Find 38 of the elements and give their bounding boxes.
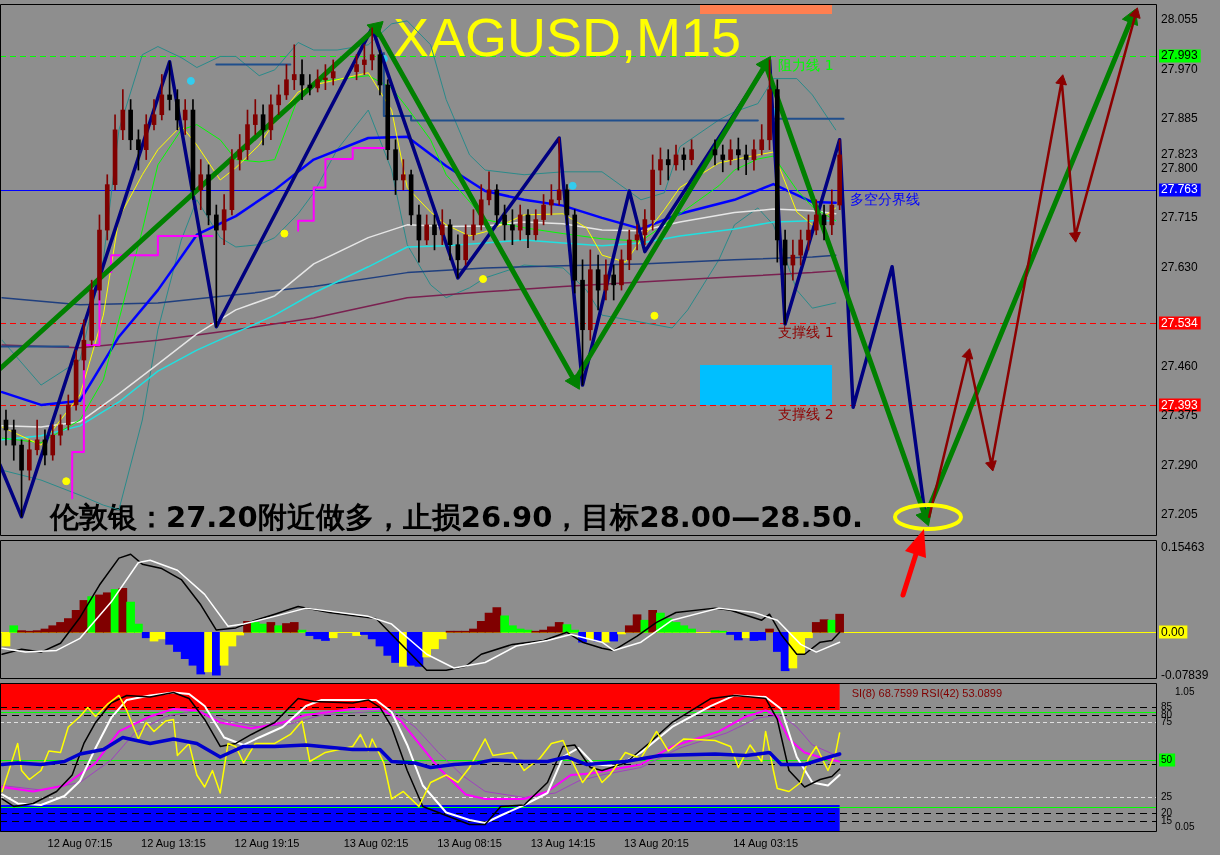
y-tick-label: 27.800 [1161,160,1199,175]
x-tick-label: 13 Aug 02:15 [343,836,409,849]
y-tick-label: 27.290 [1161,457,1199,472]
y-tick-label: 28.055 [1161,12,1199,27]
chart-title: SI(8) 68.7599 RSI(42) 53.0899 [851,687,1003,699]
ref-line-label: 支撑线 1 [778,323,834,340]
y-tick-label: 27.715 [1161,210,1199,225]
y-tick-label: 27.970 [1161,61,1199,76]
y-tick-label: -0.07839 [1161,667,1209,682]
y2-tick-label: 50 [1161,753,1173,765]
y-tick-label: 27.993 [1161,48,1199,63]
x-tick-label: 14 Aug 03:15 [733,836,799,849]
y3-tick-label: 0.05 [1175,820,1195,832]
ref-line-label: 阻力线 1 [778,56,834,73]
y-tick-label: 27.534 [1161,315,1199,330]
y2-tick-label: 25 [1161,791,1173,803]
y-tick-label: 27.823 [1161,147,1199,162]
ref-line-label: 支撑线 2 [778,406,834,423]
y-tick-label: 27.763 [1161,182,1199,197]
x-tick-label: 12 Aug 13:15 [141,836,206,849]
y-tick-label: 20 [1161,806,1173,818]
x-tick-label: 13 Aug 14:15 [530,836,596,849]
y-tick-label: 27.460 [1161,358,1199,373]
y-tick-label: 27.205 [1161,507,1199,522]
y3-tick-label: 1.05 [1175,685,1195,697]
chart-title: XAGUSD,M15 [392,7,741,67]
y-tick-label: 85 [1161,700,1173,712]
y2-tick-label: 75 [1161,716,1173,728]
x-tick-label: 13 Aug 20:15 [624,836,689,849]
x-tick-label: 12 Aug 07:15 [47,836,113,849]
ref-line-label: 多空分界线 [849,190,920,207]
x-tick-label: 13 Aug 08:15 [437,836,502,849]
y-tick-label: 0.15463 [1161,539,1205,554]
y-tick-label: 27.630 [1161,259,1199,274]
x-tick-label: 12 Aug 19:15 [234,836,300,849]
y-tick-label: 27.885 [1161,111,1199,126]
y-tick-label: 0.00 [1161,624,1185,639]
annotation: 伦敦银：27.20附近做多，止损26.90，目标28.00—28.50. [49,500,863,534]
